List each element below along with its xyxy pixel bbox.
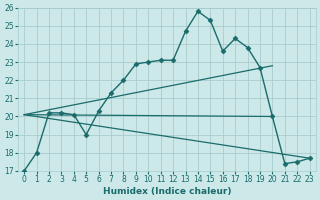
X-axis label: Humidex (Indice chaleur): Humidex (Indice chaleur) [103,187,231,196]
